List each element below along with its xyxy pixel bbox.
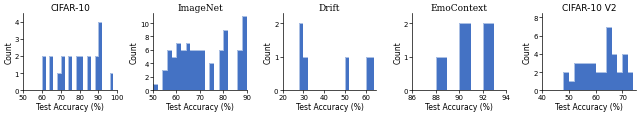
Y-axis label: Count: Count: [129, 41, 138, 63]
Title: Drift: Drift: [319, 4, 340, 13]
X-axis label: Test Accuracy (%): Test Accuracy (%): [36, 102, 104, 111]
Y-axis label: Count: Count: [4, 41, 13, 63]
Y-axis label: Count: Count: [264, 41, 273, 63]
Y-axis label: Count: Count: [523, 41, 532, 63]
X-axis label: Test Accuracy (%): Test Accuracy (%): [426, 102, 493, 111]
Title: CIFAR-10 V2: CIFAR-10 V2: [562, 4, 616, 13]
Y-axis label: Count: Count: [393, 41, 403, 63]
Title: ImageNet: ImageNet: [177, 4, 223, 13]
Title: EmoContext: EmoContext: [431, 4, 488, 13]
Title: CIFAR-10: CIFAR-10: [50, 4, 90, 13]
X-axis label: Test Accuracy (%): Test Accuracy (%): [555, 102, 623, 111]
X-axis label: Test Accuracy (%): Test Accuracy (%): [166, 102, 234, 111]
X-axis label: Test Accuracy (%): Test Accuracy (%): [296, 102, 364, 111]
